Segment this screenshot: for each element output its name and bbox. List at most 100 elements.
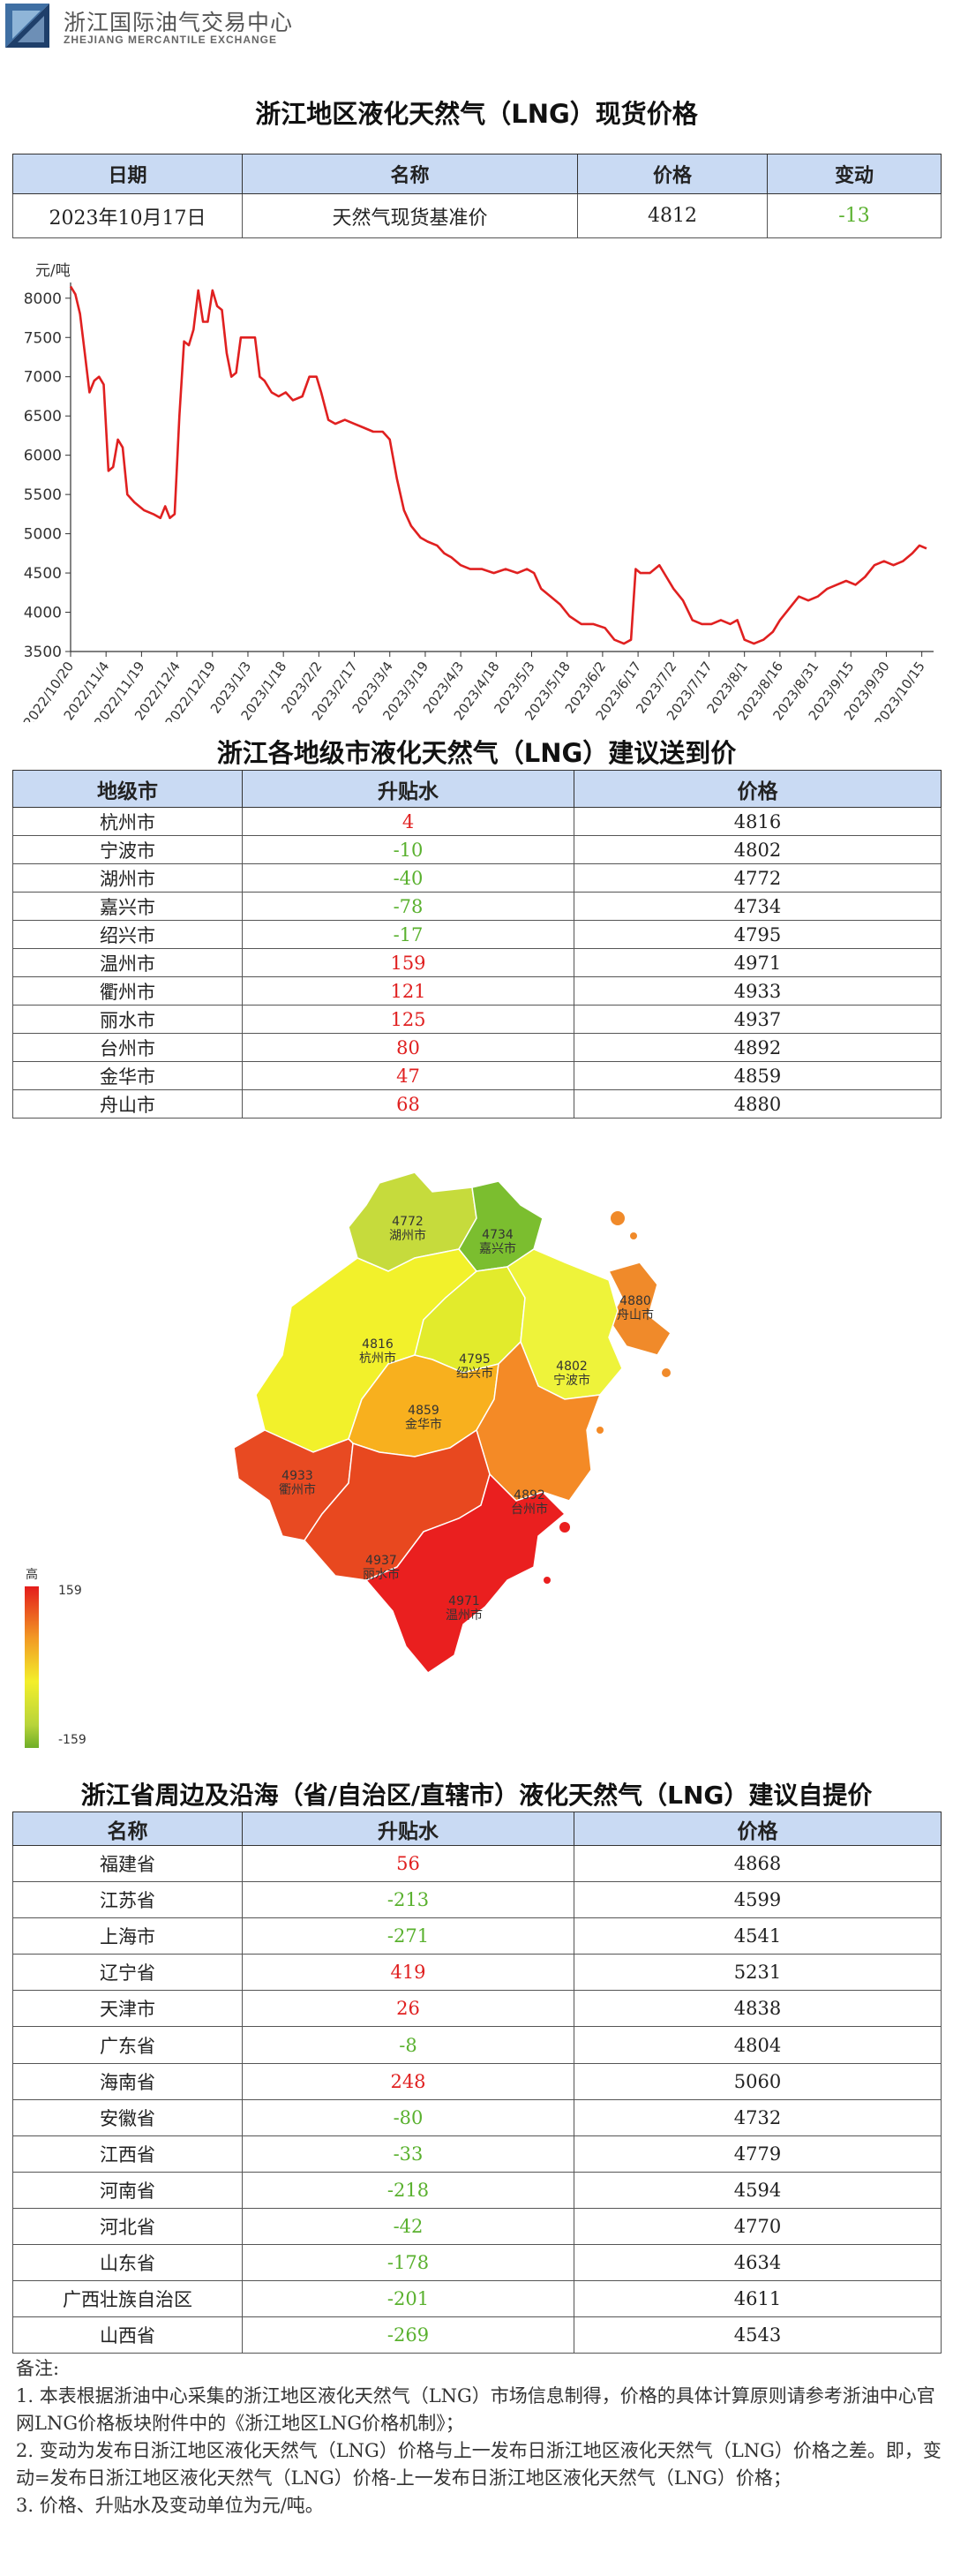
row-name: 江西省 [12, 2135, 243, 2173]
map-region-wenzhou [364, 1473, 567, 1674]
row-name: 舟山市 [12, 1089, 243, 1119]
row-name: 天津市 [12, 1990, 243, 2028]
city-price-title: 浙江各地级市液化天然气（LNG）建议送到价 [216, 738, 737, 768]
table-row: 杭州市 4 4816 [12, 807, 942, 836]
row-price: 4838 [574, 1990, 942, 2028]
table-row: 河南省 -218 4594 [12, 2171, 942, 2209]
row-premium: -201 [242, 2280, 574, 2318]
note-item: 2. 变动为发布日浙江地区液化天然气（LNG）价格与上一发布日浙江地区液化天然气… [16, 2440, 942, 2489]
row-name: 金华市 [12, 1061, 243, 1090]
legend-high-label: 高 [26, 1567, 38, 1582]
table-row: 2023年10月17日 天然气现货基准价 4812 -13 [12, 193, 942, 238]
row-price: 4634 [574, 2244, 942, 2282]
table-row: 嘉兴市 -78 4734 [12, 892, 942, 921]
header-premium: 升贴水 [242, 1811, 574, 1846]
map-label-city: 温州市 [446, 1608, 483, 1623]
table-row: 温州市 159 4971 [12, 948, 942, 977]
legend-min-value: -159 [58, 1733, 86, 1747]
row-premium: -271 [242, 1917, 574, 1955]
y-tick-label: 5500 [24, 486, 62, 504]
y-tick-label: 5000 [24, 526, 62, 544]
row-premium: 4 [242, 807, 574, 836]
map-legend: 高 低 159 -159 [25, 1567, 86, 1748]
row-name: 江苏省 [12, 1881, 243, 1919]
map-label-price: 4795 [459, 1352, 491, 1367]
row-price: 4599 [574, 1881, 942, 1919]
row-price: 4541 [574, 1917, 942, 1955]
row-premium: -42 [242, 2207, 574, 2246]
legend-max-value: 159 [58, 1584, 82, 1598]
table-row: 江西省 -33 4779 [12, 2135, 942, 2173]
map-island [597, 1427, 604, 1434]
table-row: 天津市 26 4838 [12, 1990, 942, 2028]
table-row: 广西壮族自治区 -201 4611 [12, 2280, 942, 2318]
row-price: 4594 [574, 2171, 942, 2209]
row-name: 丽水市 [12, 1005, 243, 1034]
row-name: 绍兴市 [12, 920, 243, 949]
y-tick-label: 4000 [24, 605, 62, 622]
row-name: 宁波市 [12, 835, 243, 864]
map-label-city: 台州市 [511, 1502, 548, 1517]
spot-name: 天然气现货基准价 [242, 193, 578, 238]
row-price: 4937 [574, 1005, 942, 1034]
row-premium: -269 [242, 2316, 574, 2354]
province-price-table: 名称 升贴水 价格 福建省 56 4868 江苏省 -213 4599 上海市 -271 454… [12, 1811, 942, 2354]
row-price: 5231 [574, 1954, 942, 1992]
row-premium: 125 [242, 1005, 574, 1034]
row-premium: -80 [242, 2098, 574, 2136]
province-table-header-row: 名称 升贴水 价格 [12, 1811, 942, 1846]
table-row: 安徽省 -80 4732 [12, 2098, 942, 2136]
row-premium: -178 [242, 2244, 574, 2282]
header-name: 名称 [12, 1811, 243, 1846]
row-price: 4933 [574, 976, 942, 1006]
row-premium: -8 [242, 2026, 574, 2064]
row-premium: 47 [242, 1061, 574, 1090]
row-premium: -33 [242, 2135, 574, 2173]
row-premium: -218 [242, 2171, 574, 2209]
note-item: 1. 本表根据浙油中心采集的浙江地区液化天然气（LNG）市场信息制得，价格的具体… [16, 2385, 935, 2434]
row-premium: 68 [242, 1089, 574, 1119]
spot-price: 4812 [577, 193, 768, 238]
row-name: 安徽省 [12, 2098, 243, 2136]
row-price: 4543 [574, 2316, 942, 2354]
row-price: 4795 [574, 920, 942, 949]
y-tick-label: 6000 [24, 448, 62, 465]
table-row: 辽宁省 419 5231 [12, 1954, 942, 1992]
map-label-price: 4816 [362, 1337, 394, 1352]
map-label-city: 丽水市 [363, 1567, 400, 1582]
row-price: 4892 [574, 1033, 942, 1062]
table-row: 衢州市 121 4933 [12, 976, 942, 1006]
row-price: 4611 [574, 2280, 942, 2318]
row-name: 广西壮族自治区 [12, 2280, 243, 2318]
row-premium: 121 [242, 976, 574, 1006]
row-price: 4772 [574, 863, 942, 893]
exchange-logo-icon [5, 4, 49, 48]
row-name: 河北省 [12, 2207, 243, 2246]
y-tick-label: 3500 [24, 644, 62, 661]
y-tick-label: 4500 [24, 565, 62, 583]
map-label-city: 湖州市 [389, 1228, 426, 1243]
table-row: 海南省 248 5060 [12, 2062, 942, 2100]
table-row: 福建省 56 4868 [12, 1844, 942, 1883]
org-name-en: ZHEJIANG MERCANTILE EXCHANGE [64, 34, 278, 46]
row-name: 辽宁省 [12, 1954, 243, 1992]
table-row: 金华市 47 4859 [12, 1061, 942, 1090]
spot-change: -13 [767, 193, 942, 238]
org-name-cn: 浙江国际油气交易中心 [64, 10, 294, 35]
header-price: 价格 [574, 770, 942, 808]
table-row: 湖州市 -40 4772 [12, 863, 942, 893]
map-label-city: 宁波市 [553, 1373, 590, 1388]
row-premium: 56 [242, 1844, 574, 1883]
map-label-price: 4772 [392, 1215, 424, 1229]
row-premium: 419 [242, 1954, 574, 1992]
row-name: 福建省 [12, 1844, 243, 1883]
row-price: 4802 [574, 835, 942, 864]
header-price: 价格 [577, 154, 768, 194]
map-label-city: 嘉兴市 [479, 1241, 516, 1256]
zhejiang-price-map: 4772 湖州市 4734 嘉兴市 4880 舟山市 4816 杭州市 4795… [25, 1171, 672, 1748]
table-row: 台州市 80 4892 [12, 1033, 942, 1062]
row-price: 4971 [574, 948, 942, 977]
row-premium: 80 [242, 1033, 574, 1062]
row-name: 衢州市 [12, 976, 243, 1006]
row-price: 4732 [574, 2098, 942, 2136]
